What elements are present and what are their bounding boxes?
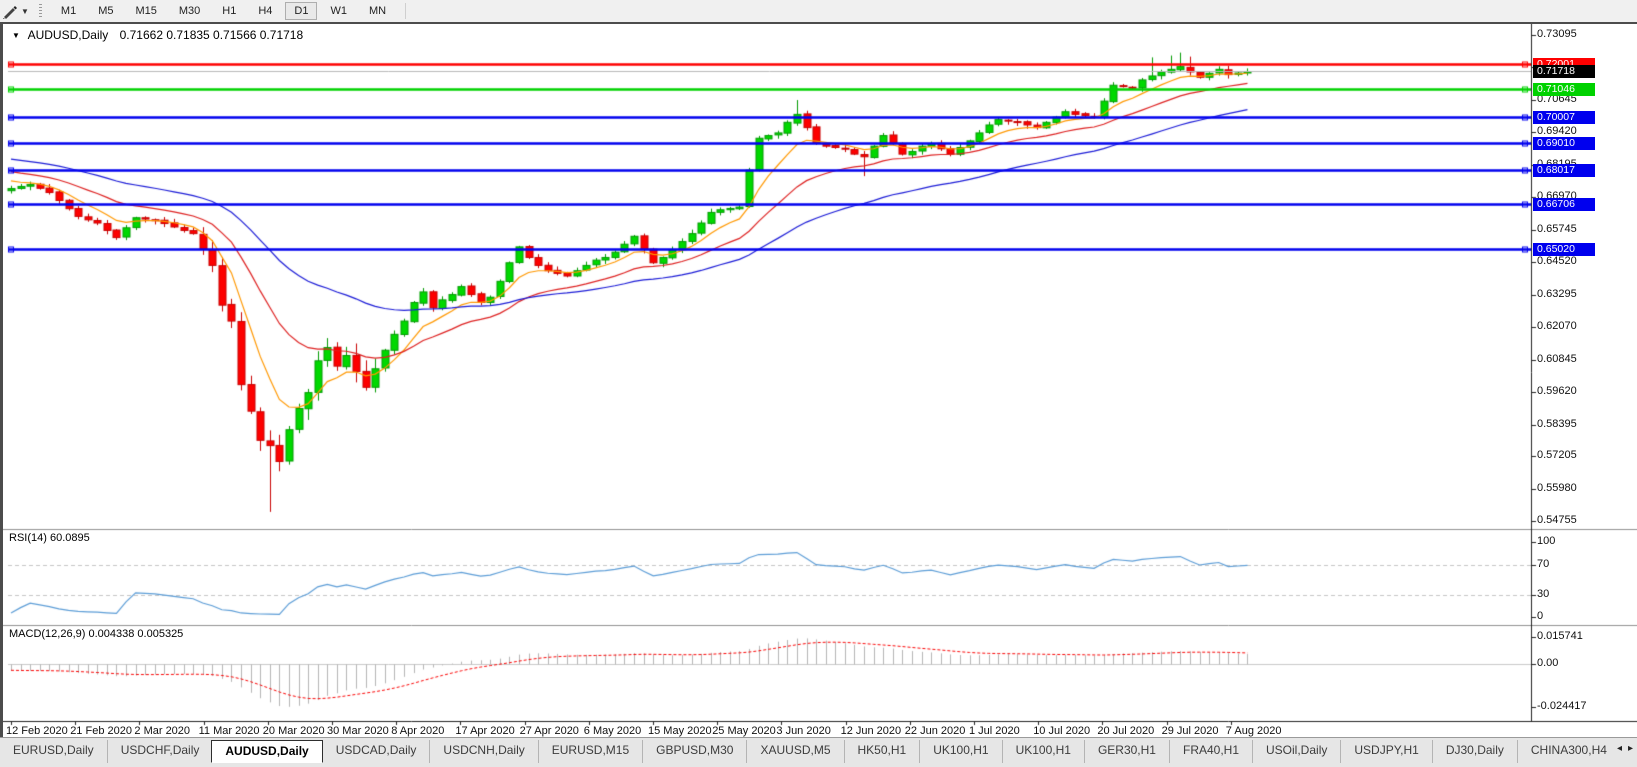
chart-tab-china300-h4[interactable]: CHINA300,H4 [1516, 740, 1615, 763]
draw-tool-button[interactable]: ▼ [0, 3, 35, 19]
price-axis-tick: 0.54755 [1537, 514, 1577, 526]
timeframe-button-h4[interactable]: H4 [258, 5, 273, 17]
toolbar-separator [405, 3, 407, 19]
chart-title: ▼ AUDUSD,Daily 0.71662 0.71835 0.71566 0… [12, 28, 303, 42]
chart-tab-gbpusd-m30[interactable]: GBPUSD,M30 [642, 740, 746, 763]
date-axis-label: 2 Mar 2020 [134, 725, 191, 737]
date-axis-label: 11 Mar 2020 [198, 725, 260, 737]
chart-tab-usdcnh-daily[interactable]: USDCNH,Daily [429, 740, 537, 763]
price-axis-tick: 0.60845 [1537, 352, 1577, 365]
chart-tab-uk100-h1[interactable]: UK100,H1 [1001, 740, 1084, 763]
draw-cursor-icon [2, 3, 18, 19]
hline-price-label: 0.70007 [1533, 110, 1595, 124]
date-axis-label: 6 May 2020 [583, 725, 642, 737]
toolbar-grip[interactable] [38, 3, 42, 19]
price-axis-tick: 0.59620 [1537, 385, 1577, 398]
chart-tab-usdjpy-h1[interactable]: USDJPY,H1 [1340, 740, 1431, 763]
price-axis-tick: 0.58395 [1537, 417, 1577, 430]
chart-tab-usoil-daily[interactable]: USOil,Daily [1252, 740, 1340, 763]
date-axis-label: 7 Aug 2020 [1225, 725, 1282, 737]
hline-price-label: 0.68017 [1533, 163, 1595, 177]
rsi-axis-tick: 0 [1537, 610, 1544, 622]
hline-price-label: 0.69010 [1533, 137, 1595, 151]
rsi-axis-tick: 100 [1537, 535, 1556, 547]
chart-tab-dj30-daily[interactable]: DJ30,Daily [1431, 740, 1517, 763]
date-axis-label: 20 Jul 2020 [1097, 725, 1155, 737]
chevron-down-icon: ▼ [21, 6, 29, 16]
chart-tab-hk50-h1[interactable]: HK50,H1 [843, 740, 920, 763]
timeframe-button-m15[interactable]: M15 [135, 5, 157, 17]
chart-tab-bar: EURUSD,Daily USDCHF,Daily AUDUSD,Daily USDC… [0, 737, 1637, 767]
hline-price-label: 0.65020 [1533, 242, 1595, 256]
price-axis-tick: 0.64520 [1537, 255, 1577, 268]
date-axis-label: 21 Feb 2020 [70, 725, 132, 737]
rsi-panel-title: RSI(14) 60.0895 [9, 532, 90, 544]
macd-panel-title: MACD(12,26,9) 0.004338 0.005325 [9, 628, 184, 640]
date-axis-label: 25 May 2020 [712, 725, 776, 737]
date-axis-label: 12 Jun 2020 [840, 725, 902, 737]
date-axis-label: 3 Jun 2020 [776, 725, 831, 737]
chart-tab-uk100-h1[interactable]: UK100,H1 [919, 740, 1001, 763]
price-axis-tick: 0.63295 [1537, 287, 1577, 300]
tab-scroll-left-button[interactable]: ◂ [1616, 743, 1622, 754]
hline-price-label: 0.71046 [1533, 83, 1595, 97]
chart-tab-audusd-daily[interactable]: AUDUSD,Daily [211, 740, 323, 763]
rsi-axis-tick: 70 [1537, 557, 1550, 570]
date-axis-label: 30 Mar 2020 [327, 725, 389, 737]
window-collapse-icon[interactable]: ▼ [12, 31, 20, 40]
chart-tab-eurusd-m15[interactable]: EURUSD,M15 [537, 740, 642, 763]
rsi-axis-tick: 30 [1537, 587, 1550, 600]
chart-tab-xauusd-m5[interactable]: XAUUSD,M5 [746, 740, 843, 763]
chart-tab-fra40-h1[interactable]: FRA40,H1 [1168, 740, 1252, 763]
date-axis-label: 20 Mar 2020 [262, 725, 325, 737]
price-axis-tick: 0.57205 [1537, 449, 1577, 462]
hline-price-label: 0.66706 [1533, 198, 1595, 212]
date-axis-label: 29 Jul 2020 [1161, 725, 1219, 737]
date-axis-label: 27 Apr 2020 [519, 725, 579, 737]
date-axis-label: 15 May 2020 [648, 725, 712, 737]
price-axis-tick: 0.62070 [1537, 320, 1577, 333]
date-axis-label: 1 Jul 2020 [969, 725, 1020, 737]
date-axis-label: 8 Apr 2020 [391, 725, 445, 737]
chart-window: ▼ AUDUSD,Daily 0.71662 0.71835 0.71566 0… [0, 22, 1637, 737]
current-price-label: 0.71718 [1533, 65, 1595, 79]
timeframe-button-d1[interactable]: D1 [285, 2, 318, 20]
timeframe-button-mn[interactable]: MN [368, 5, 387, 17]
timeframe-button-h1[interactable]: H1 [222, 5, 237, 17]
price-axis-tick: 0.69420 [1537, 125, 1577, 138]
timeframe-toolbar: ▼ M1 M5 M15 M30 H1 H4 D1 W1 MN [0, 0, 1637, 23]
timeframe-button-w1[interactable]: W1 [330, 5, 347, 17]
date-axis-label: 17 Apr 2020 [455, 725, 515, 737]
date-axis-label: 12 Feb 2020 [6, 725, 68, 737]
date-axis-label: 22 Jun 2020 [904, 725, 966, 737]
price-axis-tick: 0.65745 [1537, 222, 1577, 235]
timeframe-button-m1[interactable]: M1 [60, 5, 77, 17]
price-axis-tick: 0.55980 [1537, 481, 1577, 494]
chart-tab-eurusd-daily[interactable]: EURUSD,Daily [13, 743, 94, 757]
chart-tab-usdcad-daily[interactable]: USDCAD,Daily [321, 740, 430, 763]
macd-axis-tick: 0.015741 [1537, 629, 1583, 642]
date-axis-label: 10 Jul 2020 [1033, 725, 1091, 737]
chart-canvas[interactable] [3, 24, 1637, 737]
chart-tab-usdchf-daily[interactable]: USDCHF,Daily [106, 740, 213, 763]
chart-ohlc-values: 0.71662 0.71835 0.71566 0.71718 [119, 28, 304, 42]
timeframe-button-m30[interactable]: M30 [178, 5, 201, 17]
price-axis-tick: 0.73095 [1537, 28, 1577, 40]
chart-symbol-period: AUDUSD,Daily [27, 28, 109, 42]
macd-axis-tick: 0.00 [1537, 657, 1559, 670]
macd-axis-tick: -0.024417 [1537, 699, 1587, 712]
tab-scroll-right-button[interactable]: ▸ [1627, 743, 1633, 754]
timeframe-button-m5[interactable]: M5 [98, 5, 114, 17]
chart-tab-ger30-h1[interactable]: GER30,H1 [1083, 740, 1169, 763]
